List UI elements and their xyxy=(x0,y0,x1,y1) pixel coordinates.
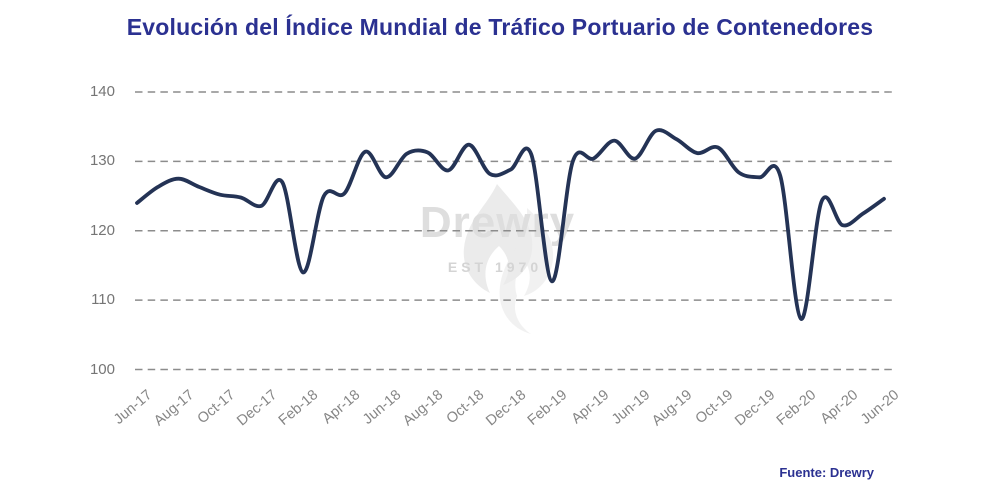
watermark-est-text: EST 1970 xyxy=(447,259,543,275)
y-tick-label: 120 xyxy=(89,221,115,239)
flame-icon xyxy=(463,184,554,334)
y-tick-label: 130 xyxy=(89,152,115,170)
source-caption: Fuente: Drewry xyxy=(779,465,874,480)
y-tick-label: 100 xyxy=(89,360,115,378)
gridlines xyxy=(135,91,893,371)
y-tick-label: 140 xyxy=(89,83,115,100)
index-series-line xyxy=(135,128,886,321)
chart-title: Evolución del Índice Mundial de Tráfico … xyxy=(126,14,874,40)
y-tick-label: 110 xyxy=(91,291,115,309)
watermark-brand-text: Drewry xyxy=(419,198,576,247)
